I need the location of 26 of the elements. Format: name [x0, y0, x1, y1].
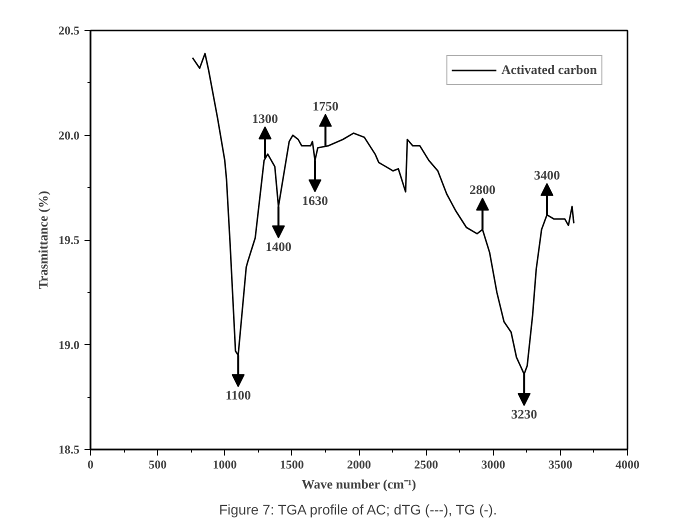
annotation: 1750 [312, 98, 338, 114]
annotation: 1300 [252, 110, 278, 126]
y-tick-label: 20.5 [58, 24, 80, 38]
x-tick-label: 0 [88, 458, 94, 472]
caption: Figure 7: TGA profile of AC; dTG (---), TG (-). [218, 502, 497, 518]
annotation: 3230 [511, 406, 538, 422]
x-tick-label: 3000 [481, 458, 506, 472]
y-tick-label: 18.5 [58, 442, 80, 456]
x-tick-label: 4000 [616, 458, 640, 472]
x-tick-label: 2500 [414, 458, 438, 472]
annotation: 3400 [534, 167, 560, 182]
x-tick-label: 2000 [347, 458, 371, 472]
y-tick-label: 19.0 [58, 338, 80, 352]
x-tick-label: 1500 [280, 458, 304, 472]
x-tick-label: 1000 [212, 458, 237, 472]
legend-label: Activated carbon [501, 62, 597, 78]
annotation: 1400 [265, 238, 292, 254]
annotation: 1630 [302, 192, 328, 208]
y-tick-label: 19.5 [58, 233, 80, 247]
x-tick-label: 3500 [548, 458, 572, 472]
y-tick-label: 20.0 [58, 128, 80, 142]
x-tick-label: 500 [148, 458, 167, 472]
y-axis-title: Trasmittance (%) [36, 190, 50, 290]
annotation: 1100 [226, 388, 251, 403]
x-axis-title: Wave number (cm⁻¹) [302, 476, 416, 492]
annotation: 2800 [470, 182, 496, 198]
